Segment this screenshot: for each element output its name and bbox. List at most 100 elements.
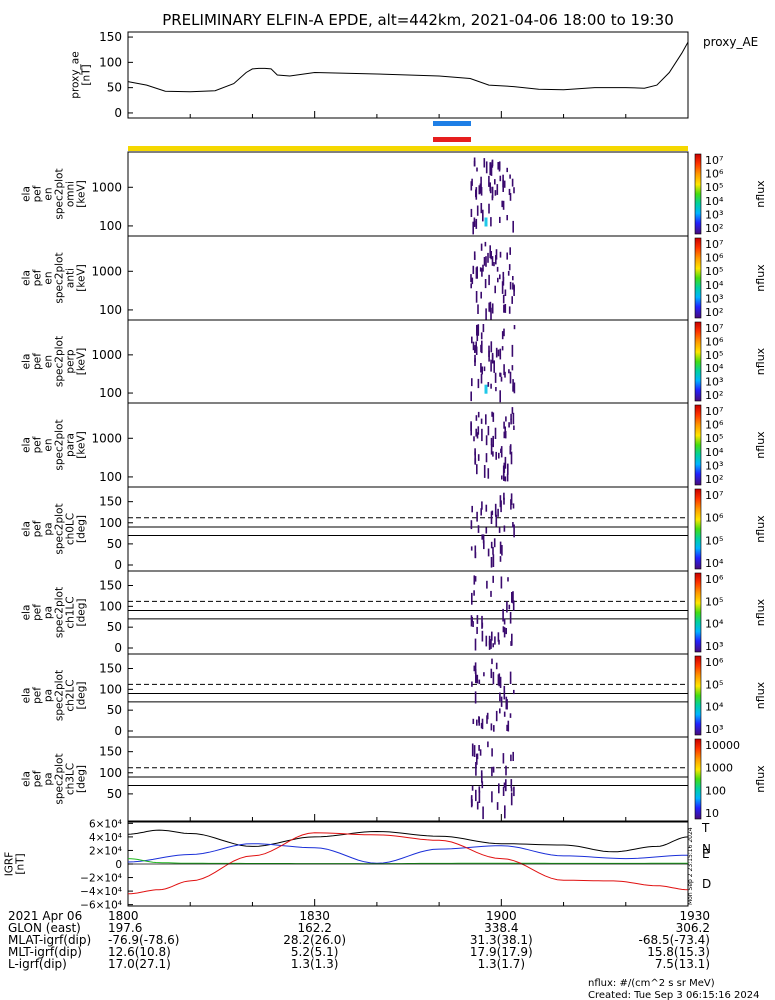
colorbar-tick-label: 10⁶ [705, 168, 724, 181]
flux-pixel [499, 556, 502, 562]
flux-pixel [488, 175, 490, 187]
flux-pixel [476, 753, 479, 760]
colorbar-tick-label: 1000 [705, 762, 733, 775]
flux-pixel [506, 601, 508, 613]
y-label-line: spec2plot [54, 336, 66, 387]
y-label-line: ch2LC [65, 679, 77, 711]
info-row-value: 17.9(17.9) [470, 945, 533, 959]
panel-frame [127, 151, 689, 237]
y-tick-label: 100 [99, 599, 122, 613]
flux-pixel [507, 720, 510, 732]
info-row-value: 1.3(1.7) [478, 957, 526, 971]
y-tick-label: 150 [99, 495, 122, 509]
flux-pixel [476, 324, 478, 336]
info-row-value: 1830 [299, 909, 330, 923]
flux-pixel [495, 662, 498, 670]
y-label-line: [nT] [81, 64, 93, 85]
flux-pixel [487, 548, 490, 557]
y-tick-label: 50 [107, 620, 122, 634]
flux-pixel [501, 281, 504, 294]
info-row-value: -76.9(-78.6) [108, 933, 179, 947]
igrf-side-timestamp: Mon Sep 2 23:15:16 2024 [687, 827, 694, 905]
igrf-y-tick-label: 0 [115, 859, 122, 871]
flux-pixel [499, 390, 501, 403]
flux-pixel [470, 520, 473, 530]
flux-pixel [478, 717, 480, 726]
flux-pixel [490, 383, 492, 389]
flux-pixel [495, 249, 498, 260]
flux-pixel [490, 590, 492, 597]
flux-pixel [480, 176, 482, 188]
flux-pixel [503, 627, 506, 638]
colorbar [694, 153, 702, 235]
flux-pixel [499, 495, 502, 508]
flux-pixel [509, 713, 512, 718]
flux-pixel [509, 174, 511, 179]
colorbar-tick-label: 10³ [705, 376, 723, 389]
y-label-line: [deg] [76, 599, 88, 627]
flux-pixel [472, 341, 475, 351]
colorbar-tick-label: 10⁷ [705, 489, 723, 502]
flux-pixel [485, 161, 488, 174]
y-label-line: pa [43, 772, 55, 785]
flux-pixel [500, 376, 503, 382]
flux-pixel [506, 167, 508, 173]
igrf-line-D [127, 832, 689, 895]
flux-pixel [474, 458, 477, 465]
info-row-value: -68.5(-73.4) [639, 933, 710, 947]
flux-pixel [497, 674, 500, 686]
flux-pixel [482, 534, 485, 544]
flux-pixel [481, 781, 484, 789]
flux-pixel [470, 181, 473, 191]
flux-pixel [485, 414, 487, 425]
y-label-line: perp [65, 349, 77, 373]
flux-pixel [498, 639, 500, 645]
flux-pixel [474, 359, 476, 366]
y-tick-label: 50 [107, 787, 122, 801]
y-label-line: pef [32, 520, 44, 537]
flux-pixel [491, 510, 494, 515]
flux-pixel [478, 679, 481, 685]
flux-pixel [504, 304, 507, 313]
flux-pixel [481, 772, 483, 783]
flux-pixel [492, 546, 494, 555]
colorbar-label: nflux [754, 681, 767, 709]
flux-pixel [497, 162, 499, 170]
flux-pixel [484, 241, 487, 247]
y-tick-label: 0 [114, 558, 122, 572]
flux-pixel [473, 220, 476, 227]
y-tick-label: 100 [99, 682, 122, 696]
ae-y-tick-label: 150 [99, 30, 122, 44]
colorbar-tick-label: 10² [705, 306, 723, 319]
flux-pixel [499, 676, 502, 688]
flux-pixel [475, 189, 477, 198]
flux-pixel [512, 591, 514, 604]
flux-pixel [510, 451, 513, 465]
igrf-y-tick-label: −6×10⁴ [80, 900, 122, 912]
flux-pixel [513, 524, 515, 538]
flux-pixel [471, 799, 473, 806]
flux-pixel [510, 641, 512, 646]
colorbar-label: nflux [754, 180, 767, 208]
flux-pixel [499, 692, 501, 702]
y-label-line: [deg] [76, 765, 88, 793]
flux-pixel [504, 476, 507, 482]
flux-pixel [507, 463, 509, 475]
flux-pixel [482, 209, 484, 222]
flux-pixel [502, 626, 505, 633]
flux-pixel [492, 435, 494, 448]
flux-pixel [474, 545, 477, 558]
flux-pixel [513, 689, 515, 695]
flux-pixel [491, 411, 493, 417]
y-tick-label: 100 [99, 766, 122, 780]
flux-pixel [483, 540, 485, 550]
flux-pixel [510, 413, 512, 420]
flux-pixel [483, 158, 486, 168]
flux-pixel [486, 580, 488, 589]
colorbar-tick-label: 10⁶ [705, 512, 724, 525]
flux-pixel [496, 266, 499, 272]
flux-pixel [491, 658, 493, 665]
igrf-y-tick-label: 2×10⁴ [89, 845, 122, 857]
